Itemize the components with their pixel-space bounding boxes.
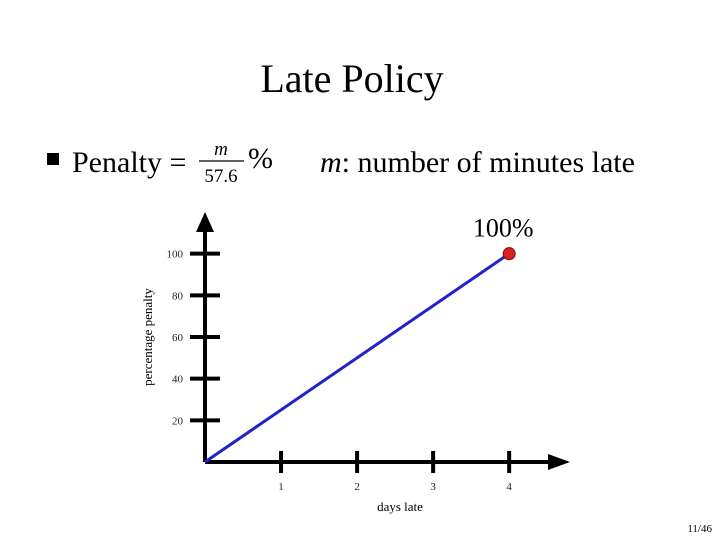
x-axis-arrow	[548, 454, 570, 470]
chart: 20 40 60 80 100 1 2 3 4 days late percentage penal…	[140, 212, 570, 514]
formula-unit: %	[248, 142, 273, 175]
note: m: number of minutes late	[320, 146, 635, 179]
formula-lead: Penalty =	[72, 146, 186, 179]
data-point	[502, 247, 516, 261]
y-tick-label: 80	[172, 290, 184, 302]
y-tick-label: 40	[172, 374, 184, 386]
y-tick-label: 20	[172, 415, 184, 427]
x-axis-label: days late	[377, 499, 423, 514]
point-annotation: 100%	[473, 214, 534, 243]
x-tick-label: 4	[506, 481, 512, 493]
note-text: : number of minutes late	[342, 146, 635, 179]
note-var: m	[320, 146, 342, 179]
x-tick-label: 1	[278, 481, 284, 493]
slide-title: Late Policy	[260, 56, 443, 101]
bullet-marker	[47, 153, 59, 165]
y-tick-label: 100	[167, 249, 184, 261]
y-tick-label: 60	[172, 332, 184, 344]
x-tick-label: 2	[354, 481, 360, 493]
data-line	[204, 252, 511, 464]
y-axis-label: percentage penalty	[140, 288, 155, 386]
page-number: 11/46	[687, 523, 712, 535]
y-axis-arrow	[196, 212, 214, 232]
formula-denominator: 57.6	[204, 166, 237, 187]
formula-numerator: m	[214, 139, 228, 160]
x-tick-label: 3	[430, 481, 436, 493]
